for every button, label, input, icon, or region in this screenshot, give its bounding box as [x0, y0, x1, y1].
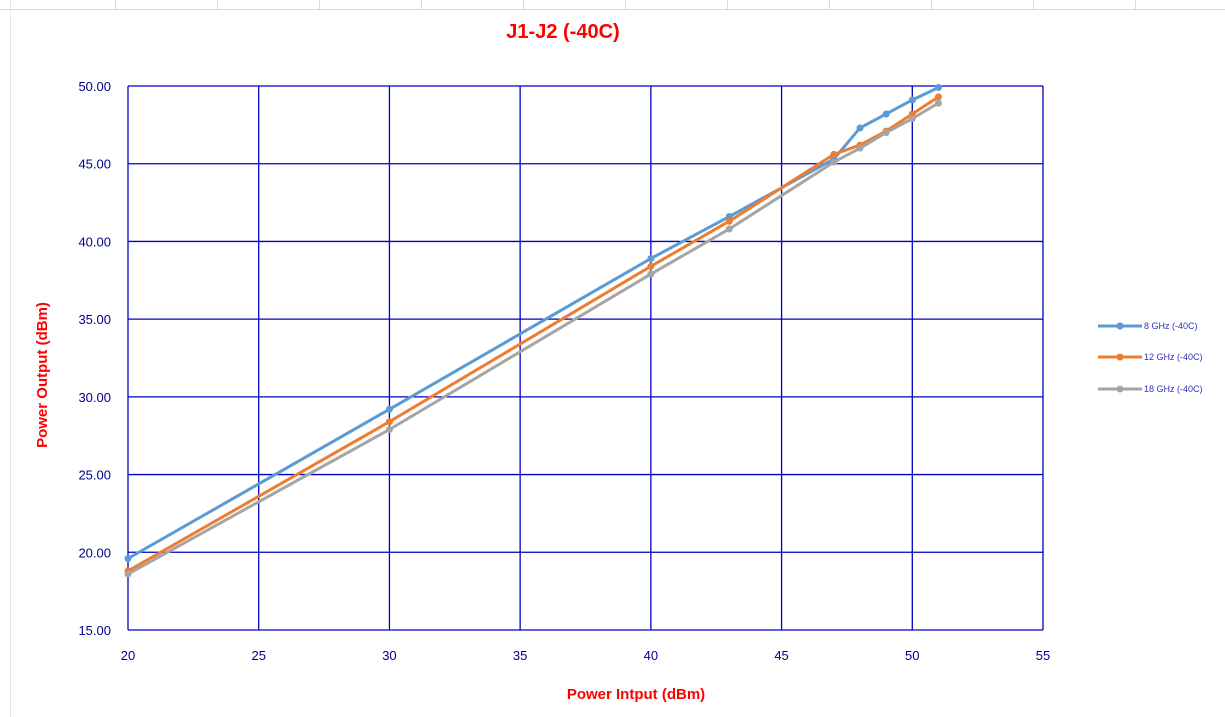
series-layer [124, 84, 942, 578]
chart-title: J1-J2 (-40C) [506, 21, 619, 43]
y-tick-label: 30.00 [78, 390, 111, 405]
data-point [385, 405, 393, 413]
data-point [830, 158, 838, 166]
data-point [385, 425, 393, 433]
x-tick-label: 20 [121, 648, 135, 663]
legend-swatch-marker [1116, 322, 1124, 330]
y-tick-label: 25.00 [78, 468, 111, 483]
sheet-column-divider [625, 0, 626, 9]
sheet-column-divider [829, 0, 830, 9]
data-point [725, 217, 733, 225]
sheet-column-divider [1033, 0, 1034, 9]
series-line [127, 101, 940, 576]
y-tick-label: 50.00 [78, 79, 111, 94]
x-tick-label: 35 [513, 648, 527, 663]
x-tick-label: 40 [644, 648, 658, 663]
legend-label: 8 GHz (-40C) [1144, 321, 1198, 331]
data-point [830, 150, 838, 158]
sheet-row-header-strip [0, 0, 11, 717]
x-axis-label: Power Intput (dBm) [567, 686, 705, 703]
data-point [882, 110, 890, 118]
x-tick-label: 30 [382, 648, 396, 663]
x-tick-label: 50 [905, 648, 919, 663]
sheet-column-divider [217, 0, 218, 9]
sheet-column-divider [421, 0, 422, 9]
x-axis-ticks: 20 25 30 35 40 45 50 55 [121, 648, 1050, 663]
series-8-ghz [124, 84, 942, 563]
data-point [124, 555, 132, 563]
sheet-column-divider [115, 0, 116, 9]
legend-swatch-marker [1116, 385, 1124, 393]
y-tick-label: 15.00 [78, 623, 111, 638]
data-point [934, 84, 942, 92]
y-tick-label: 35.00 [78, 312, 111, 327]
sheet-column-divider [1135, 0, 1136, 9]
data-point [882, 129, 890, 137]
legend-label: 12 GHz (-40C) [1144, 352, 1203, 362]
legend-swatch-marker [1116, 353, 1124, 361]
x-tick-label: 25 [251, 648, 265, 663]
data-point [908, 96, 916, 104]
data-point [647, 262, 655, 270]
data-point [908, 115, 916, 123]
grid-lines [127, 85, 1044, 631]
x-tick-label: 55 [1036, 648, 1050, 663]
data-point [647, 270, 655, 278]
data-point [856, 124, 864, 132]
data-point [856, 144, 864, 152]
data-point [934, 93, 942, 101]
data-point [725, 225, 733, 233]
x-tick-label: 45 [774, 648, 788, 663]
sheet-column-divider [523, 0, 524, 9]
legend-label: 18 GHz (-40C) [1144, 384, 1203, 394]
y-axis-ticks: 15.00 20.00 25.00 30.00 35.00 40.00 45.00 50.00 [78, 79, 111, 638]
y-tick-label: 45.00 [78, 157, 111, 172]
series-line [127, 86, 940, 560]
data-point [385, 418, 393, 426]
data-point [124, 570, 132, 578]
sheet-column-divider [319, 0, 320, 9]
y-axis-label: Power Output (dBm) [34, 302, 51, 448]
sheet-column-divider [727, 0, 728, 9]
legend: 8 GHz (-40C) 12 GHz (-40C) 18 GHz (-40C) [1098, 321, 1203, 394]
sheet-column-header-strip [0, 0, 1225, 10]
data-point [647, 255, 655, 263]
y-tick-label: 20.00 [78, 545, 111, 560]
data-point [934, 99, 942, 107]
y-tick-label: 40.00 [78, 234, 111, 249]
series-18-ghz [124, 99, 942, 578]
sheet-column-divider [931, 0, 932, 9]
